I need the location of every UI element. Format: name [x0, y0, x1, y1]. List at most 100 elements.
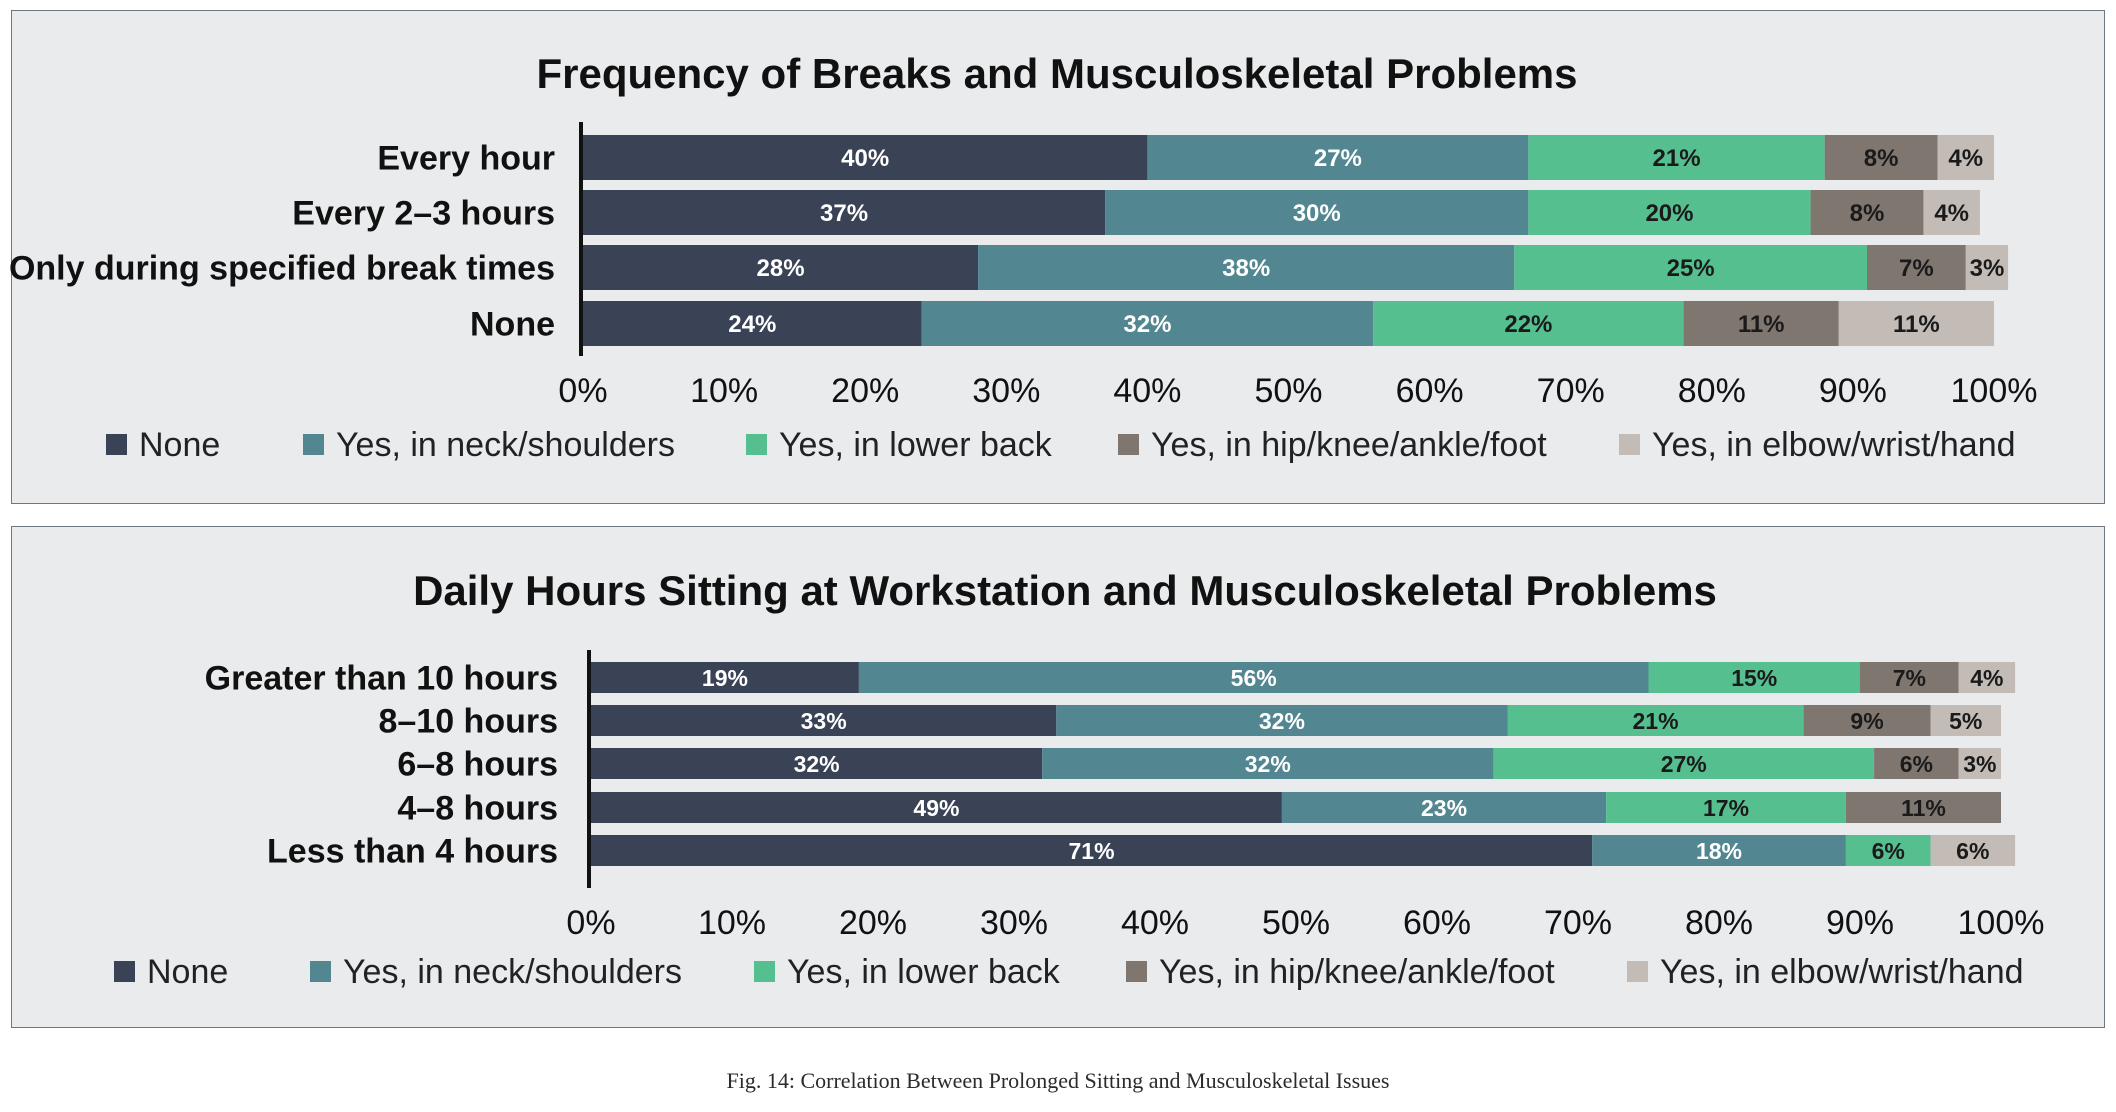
data-label: 5% [1949, 708, 1982, 734]
legend-swatch [1126, 961, 1147, 982]
bar-segment [1958, 748, 2001, 779]
x-tick-label: 30% [972, 372, 1040, 410]
bar-segment [1930, 835, 2016, 866]
legend-label: Yes, in lower back [779, 426, 1053, 464]
x-tick-label: 70% [1537, 372, 1605, 410]
bar-segment [1528, 135, 1825, 180]
data-label: 4% [1970, 665, 2003, 691]
legend-swatch [106, 434, 127, 455]
legend-swatch [114, 961, 135, 982]
data-label: 21% [1633, 708, 1679, 734]
category-label: Every 2–3 hours [292, 195, 555, 233]
data-label: 21% [1653, 145, 1701, 172]
bar-segment [1923, 190, 1980, 235]
bar-segment [1845, 835, 1931, 866]
data-label: 7% [1899, 255, 1934, 282]
data-label: 9% [1850, 708, 1883, 734]
category-label: 8–10 hours [378, 703, 558, 741]
data-label: 3% [1963, 751, 1996, 777]
bar-segment [1514, 245, 1868, 290]
bar-segment [1930, 705, 2001, 736]
bar-segment [1683, 301, 1839, 346]
bar-segment [1860, 662, 1959, 693]
bar-segment [1373, 301, 1684, 346]
category-label: Only during specified break times [9, 250, 555, 288]
chart-title-sitting-hours: Daily Hours Sitting at Workstation and M… [413, 567, 1717, 614]
bar-segment [583, 190, 1106, 235]
legend-swatch [303, 434, 324, 455]
bar-segment [1281, 792, 1607, 823]
chart-title-break-frequency: Frequency of Breaks and Musculoskeletal … [536, 50, 1577, 97]
legend-label: None [147, 953, 228, 991]
legend-swatch [310, 961, 331, 982]
data-label: 49% [913, 795, 959, 821]
bar-segment [858, 662, 1649, 693]
data-label: 28% [757, 255, 805, 282]
bar-segment [1105, 190, 1529, 235]
bar-segment [1606, 792, 1846, 823]
category-label: None [470, 306, 555, 344]
data-label: 33% [801, 708, 847, 734]
legend-label: Yes, in elbow/wrist/hand [1652, 426, 2016, 464]
category-label: Greater than 10 hours [205, 660, 558, 698]
x-tick-label: 80% [1678, 372, 1746, 410]
bar-segment [1958, 662, 2016, 693]
bar-segment [1648, 662, 1860, 693]
legend-swatch [754, 961, 775, 982]
bar-segment [591, 748, 1043, 779]
x-tick-label: 20% [831, 372, 899, 410]
data-label: 56% [1231, 665, 1277, 691]
data-label: 8% [1850, 200, 1885, 227]
bar-segment [1042, 748, 1494, 779]
x-tick-label: 50% [1254, 372, 1322, 410]
data-label: 23% [1421, 795, 1467, 821]
data-label: 6% [1900, 751, 1933, 777]
legend-label: Yes, in hip/knee/ankle/foot [1159, 953, 1555, 991]
data-label: 18% [1696, 838, 1742, 864]
data-label: 71% [1069, 838, 1115, 864]
bar-segment [1937, 135, 1994, 180]
x-tick-label: 60% [1396, 372, 1464, 410]
data-label: 40% [841, 145, 889, 172]
data-label: 6% [1956, 838, 1989, 864]
data-label: 32% [1245, 751, 1291, 777]
bar-segment [1845, 792, 2001, 823]
data-label: 17% [1703, 795, 1749, 821]
data-label: 11% [1893, 311, 1940, 338]
x-tick-label: 0% [566, 904, 615, 942]
bar-segment [583, 301, 922, 346]
data-label: 37% [820, 200, 868, 227]
data-label: 4% [1934, 200, 1969, 227]
data-label: 6% [1872, 838, 1905, 864]
data-label: 27% [1661, 751, 1707, 777]
legend-swatch [1627, 961, 1648, 982]
data-label: 3% [1970, 255, 2005, 282]
data-label: 19% [702, 665, 748, 691]
legend-label: Yes, in hip/knee/ankle/foot [1151, 426, 1547, 464]
data-label: 30% [1293, 200, 1341, 227]
data-label: 25% [1667, 255, 1715, 282]
data-label: 8% [1864, 145, 1899, 172]
legend-label: Yes, in elbow/wrist/hand [1660, 953, 2024, 991]
x-tick-label: 90% [1819, 372, 1887, 410]
x-tick-label: 70% [1544, 904, 1612, 942]
bar-segment [1592, 835, 1846, 866]
data-label: 32% [1123, 311, 1171, 338]
bar-segment [583, 135, 1148, 180]
x-tick-label: 100% [1951, 372, 2038, 410]
x-tick-label: 80% [1685, 904, 1753, 942]
bar-segment [1493, 748, 1875, 779]
bar-segment [591, 705, 1057, 736]
data-label: 20% [1645, 200, 1693, 227]
bar-segment [1056, 705, 1508, 736]
data-label: 11% [1738, 311, 1785, 338]
legend-label: Yes, in neck/shoulders [336, 426, 675, 464]
data-label: 15% [1731, 665, 1777, 691]
data-label: 38% [1222, 255, 1270, 282]
legend-swatch [1118, 434, 1139, 455]
bar-segment [583, 245, 979, 290]
bar-segment [1824, 135, 1938, 180]
x-tick-label: 40% [1121, 904, 1189, 942]
bar-segment [1965, 245, 2009, 290]
